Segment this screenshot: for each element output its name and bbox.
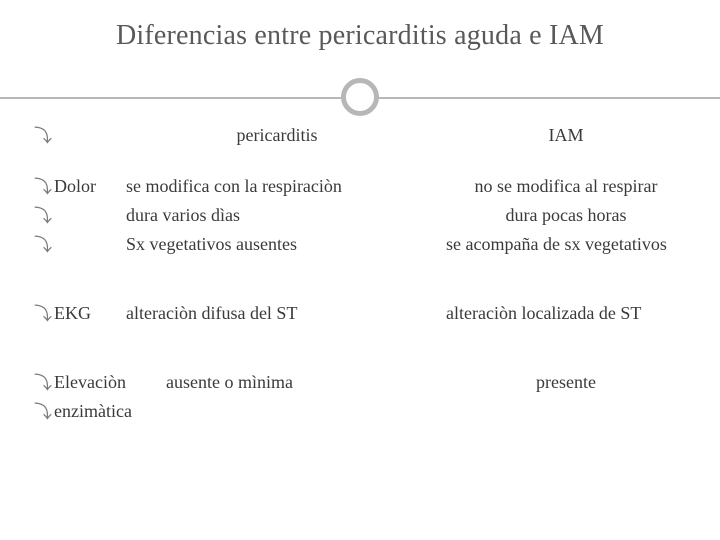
row-label: EKG	[54, 300, 91, 327]
slide: Diferencias entre pericarditis aguda e I…	[0, 0, 720, 540]
divider-circle-icon	[341, 78, 379, 116]
bullet-icon: ⤵	[34, 370, 54, 397]
bullet-icon: ⤵	[34, 174, 54, 201]
table-row: ⤵ enzimàtica	[34, 398, 686, 425]
spacer	[34, 260, 686, 300]
cell-right: se acompaña de sx vegetativos	[446, 231, 686, 258]
cell-left: ausente o mìnima	[138, 369, 446, 396]
table-row: ⤵ dura varios dìas dura pocas horas	[34, 202, 686, 229]
cell-left: se modifica con la respiraciòn	[120, 173, 446, 200]
row-label: Elevaciòn	[54, 369, 126, 396]
cell-right: presente	[446, 369, 686, 396]
spacer	[34, 151, 686, 173]
slide-title: Diferencias entre pericarditis aguda e I…	[34, 20, 686, 52]
row-label: enzimàtica	[54, 398, 132, 425]
bullet-icon: ⤵	[34, 203, 54, 230]
bullet-icon: ⤵	[34, 301, 54, 328]
bullet-icon: ⤵	[34, 232, 54, 259]
cell-left: dura varios dìas	[120, 202, 446, 229]
col-header-left: pericarditis	[120, 122, 446, 149]
table-row: ⤵ Dolor se modifica con la respiraciòn n…	[34, 173, 686, 200]
cell-left: alteraciòn difusa del ST	[120, 300, 446, 327]
bullet-icon: ⤵	[34, 123, 54, 150]
header-row: ⤵ pericarditis IAM	[34, 122, 686, 149]
col-header-right: IAM	[446, 122, 686, 149]
table-row: ⤵ EKG alteraciòn difusa del ST alteraciò…	[34, 300, 686, 327]
spacer	[34, 329, 686, 369]
row-label: Dolor	[54, 173, 96, 200]
cell-right: dura pocas horas	[446, 202, 686, 229]
table-row: ⤵ Elevaciòn ausente o mìnima presente	[34, 369, 686, 396]
bullet-icon: ⤵	[34, 399, 54, 426]
divider	[34, 78, 686, 116]
cell-right: alteraciòn localizada de ST	[446, 300, 686, 327]
cell-left: Sx vegetativos ausentes	[120, 231, 446, 258]
table-row: ⤵ Sx vegetativos ausentes se acompaña de…	[34, 231, 686, 258]
cell-right: no se modifica al respirar	[446, 173, 686, 200]
